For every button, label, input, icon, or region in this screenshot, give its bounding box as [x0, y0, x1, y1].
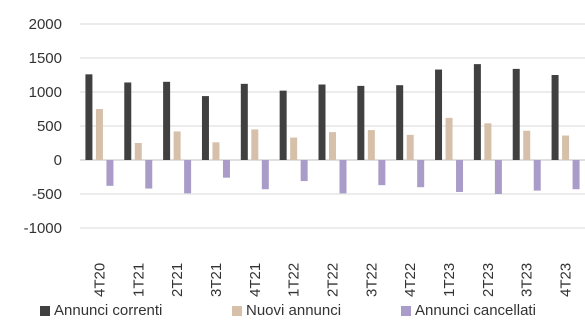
- bar-annunci-cancellati: [300, 160, 308, 182]
- x-tick-label: 4T23: [558, 263, 575, 297]
- bar-annunci-cancellati: [261, 160, 269, 190]
- bar-annunci-correnti: [201, 96, 209, 160]
- bar-annunci-cancellati: [494, 160, 502, 194]
- bar-nuovi-annunci: [406, 134, 414, 160]
- bar-annunci-correnti: [551, 75, 559, 160]
- y-tick-label: 0: [54, 152, 62, 169]
- bar-nuovi-annunci: [562, 135, 570, 160]
- legend-item-annunci-cancellati: Annunci cancellati: [401, 302, 536, 319]
- legend-item-nuovi-annunci: Nuovi annunci: [232, 302, 341, 319]
- bar-annunci-cancellati: [339, 160, 347, 194]
- bar-nuovi-annunci: [134, 143, 142, 160]
- x-tick-label: 1T22: [286, 263, 303, 297]
- bar-nuovi-annunci: [329, 132, 336, 160]
- legend-swatch-icon: [232, 305, 242, 316]
- bar-annunci-correnti: [163, 81, 171, 160]
- bar-chart: 2000 1500 1000 500 0 -500 -1000 4T20 1T21 2T21 3T2…: [24, 16, 585, 297]
- legend-label: Nuovi annunci: [246, 302, 342, 319]
- bar-annunci-correnti: [318, 84, 326, 160]
- y-tick-label: 1500: [29, 50, 62, 67]
- bar-annunci-cancellati: [184, 160, 192, 194]
- x-tick-label: 3T22: [363, 263, 380, 297]
- x-tick-label: 1T23: [441, 263, 458, 297]
- bar-annunci-correnti: [396, 85, 404, 160]
- bar-annunci-correnti: [240, 83, 248, 160]
- y-tick-label: 1000: [29, 84, 62, 101]
- bar-annunci-correnti: [473, 64, 481, 160]
- x-tick-label: 2T23: [480, 263, 497, 297]
- legend-swatch-icon: [40, 305, 50, 316]
- x-tick-label: 2T21: [169, 263, 186, 297]
- y-tick-label: 2000: [29, 16, 62, 33]
- x-tick-label: 1T21: [130, 263, 147, 297]
- bar-nuovi-annunci: [367, 130, 375, 160]
- y-tick-label: -500: [32, 186, 62, 203]
- bar-annunci-cancellati: [145, 160, 153, 189]
- bar-annunci-cancellati: [106, 160, 114, 186]
- bar-nuovi-annunci: [523, 130, 531, 160]
- x-tick-label: 4T20: [91, 263, 108, 297]
- legend-item-annunci-correnti: Annunci correnti: [40, 302, 162, 319]
- legend-swatch-icon: [401, 305, 411, 316]
- bar-annunci-cancellati: [222, 160, 230, 178]
- bar-annunci-correnti: [85, 74, 93, 160]
- x-tick-label: 3T23: [519, 263, 536, 297]
- x-tick-label: 4T21: [247, 263, 264, 297]
- bar-annunci-correnti: [435, 69, 443, 160]
- legend: Annunci correnti Nuovi annunci Annunci c…: [0, 302, 585, 324]
- bar-annunci-correnti: [279, 90, 287, 160]
- bar-annunci-cancellati: [572, 160, 580, 190]
- y-tick-label: 500: [37, 118, 62, 135]
- bar-annunci-cancellati: [533, 160, 541, 191]
- bar-annunci-correnti: [512, 68, 520, 160]
- x-tick-label: 3T21: [208, 263, 225, 297]
- bar-annunci-cancellati: [456, 160, 464, 192]
- bar-nuovi-annunci: [445, 117, 453, 160]
- bar-annunci-correnti: [124, 82, 132, 160]
- bar-nuovi-annunci: [290, 137, 298, 160]
- bar-nuovi-annunci: [484, 123, 492, 160]
- bar-nuovi-annunci: [95, 109, 103, 160]
- bar-nuovi-annunci: [173, 131, 181, 160]
- bar-annunci-correnti: [357, 85, 365, 160]
- x-tick-label: 2T22: [325, 263, 342, 297]
- legend-label: Annunci correnti: [54, 302, 163, 319]
- bar-nuovi-annunci: [251, 129, 259, 160]
- x-tick-label: 4T22: [402, 263, 419, 297]
- legend-label: Annunci cancellati: [415, 302, 536, 319]
- bar-nuovi-annunci: [212, 142, 220, 160]
- bar-annunci-cancellati: [378, 160, 386, 186]
- y-tick-label: -1000: [24, 220, 62, 237]
- bar-annunci-cancellati: [417, 160, 425, 188]
